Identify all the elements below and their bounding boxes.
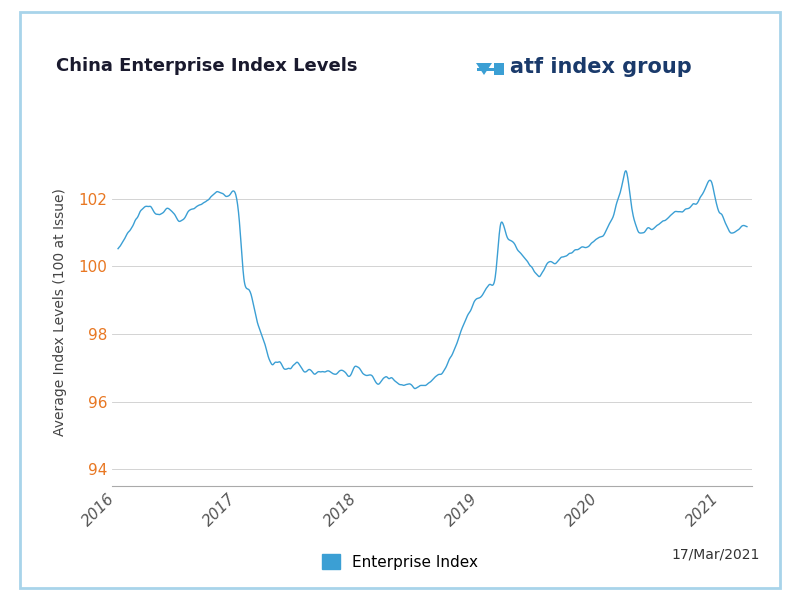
Polygon shape [476, 63, 492, 75]
Y-axis label: Average Index Levels (100 at Issue): Average Index Levels (100 at Issue) [53, 188, 67, 436]
Polygon shape [477, 68, 500, 71]
FancyBboxPatch shape [20, 12, 780, 588]
Text: 17/Mar/2021: 17/Mar/2021 [672, 547, 760, 561]
Text: atf index group: atf index group [510, 57, 692, 77]
Text: China Enterprise Index Levels: China Enterprise Index Levels [56, 57, 358, 75]
Polygon shape [494, 63, 504, 75]
Legend: Enterprise Index: Enterprise Index [316, 548, 484, 576]
